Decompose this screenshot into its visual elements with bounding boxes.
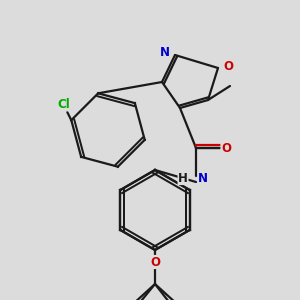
Text: O: O <box>150 256 160 268</box>
Text: Cl: Cl <box>57 98 70 111</box>
Text: H: H <box>178 172 188 184</box>
Text: N: N <box>160 46 170 59</box>
Text: O: O <box>223 59 233 73</box>
Text: O: O <box>221 142 231 154</box>
Text: N: N <box>198 172 208 184</box>
